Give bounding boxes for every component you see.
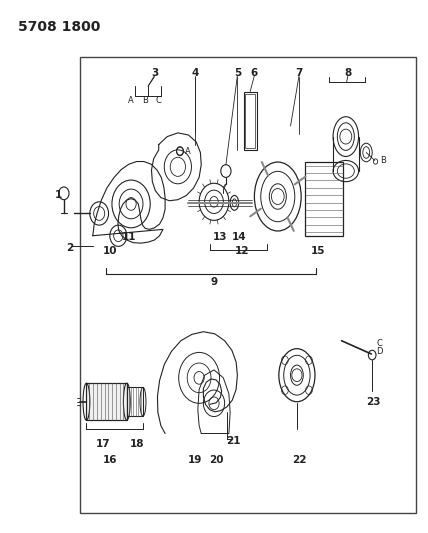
Text: 4: 4 xyxy=(191,68,199,78)
Text: A: A xyxy=(185,147,191,156)
Text: 6: 6 xyxy=(251,68,258,78)
Text: A: A xyxy=(128,95,134,104)
Bar xyxy=(306,161,343,236)
Text: 8: 8 xyxy=(344,68,351,78)
Bar xyxy=(127,387,143,416)
Text: 2: 2 xyxy=(66,243,73,253)
Text: B: B xyxy=(380,156,386,165)
Text: 18: 18 xyxy=(130,439,145,449)
Bar xyxy=(80,57,416,513)
Text: 23: 23 xyxy=(366,397,381,407)
Text: 12: 12 xyxy=(235,246,249,256)
Text: B: B xyxy=(142,95,148,104)
Text: 10: 10 xyxy=(103,246,117,256)
Text: C: C xyxy=(377,339,382,348)
Bar xyxy=(86,383,127,420)
Text: 9: 9 xyxy=(211,277,217,287)
Text: 5: 5 xyxy=(234,68,241,78)
Text: 16: 16 xyxy=(103,455,117,465)
Text: 3: 3 xyxy=(151,68,158,78)
Text: D: D xyxy=(377,347,383,356)
Text: 17: 17 xyxy=(96,439,111,449)
Text: 1: 1 xyxy=(55,190,62,200)
Text: 5708 1800: 5708 1800 xyxy=(18,20,101,34)
Text: 21: 21 xyxy=(226,437,241,447)
Text: 7: 7 xyxy=(295,68,303,78)
Text: 22: 22 xyxy=(292,455,306,465)
Bar xyxy=(244,92,256,150)
Text: 20: 20 xyxy=(209,455,223,465)
Text: 11: 11 xyxy=(122,232,136,243)
Text: 14: 14 xyxy=(232,232,247,243)
Text: C: C xyxy=(156,95,162,104)
Text: 15: 15 xyxy=(311,246,325,256)
Text: 19: 19 xyxy=(187,455,202,465)
Text: 13: 13 xyxy=(213,232,228,243)
Bar xyxy=(245,94,255,148)
Bar xyxy=(86,383,127,420)
